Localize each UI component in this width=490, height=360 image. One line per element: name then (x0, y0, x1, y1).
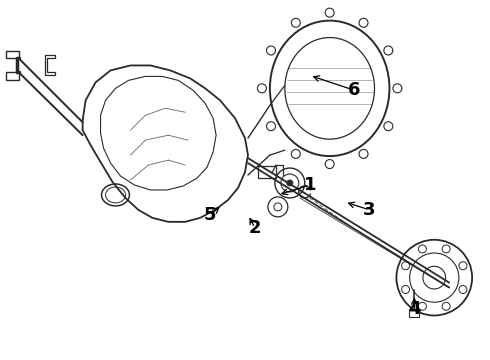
Text: 4: 4 (408, 301, 420, 319)
Text: 6: 6 (348, 81, 361, 99)
Text: 5: 5 (204, 206, 217, 224)
Text: 2: 2 (249, 219, 261, 237)
Text: 3: 3 (363, 201, 376, 219)
Circle shape (287, 180, 293, 186)
Text: 1: 1 (303, 176, 316, 194)
